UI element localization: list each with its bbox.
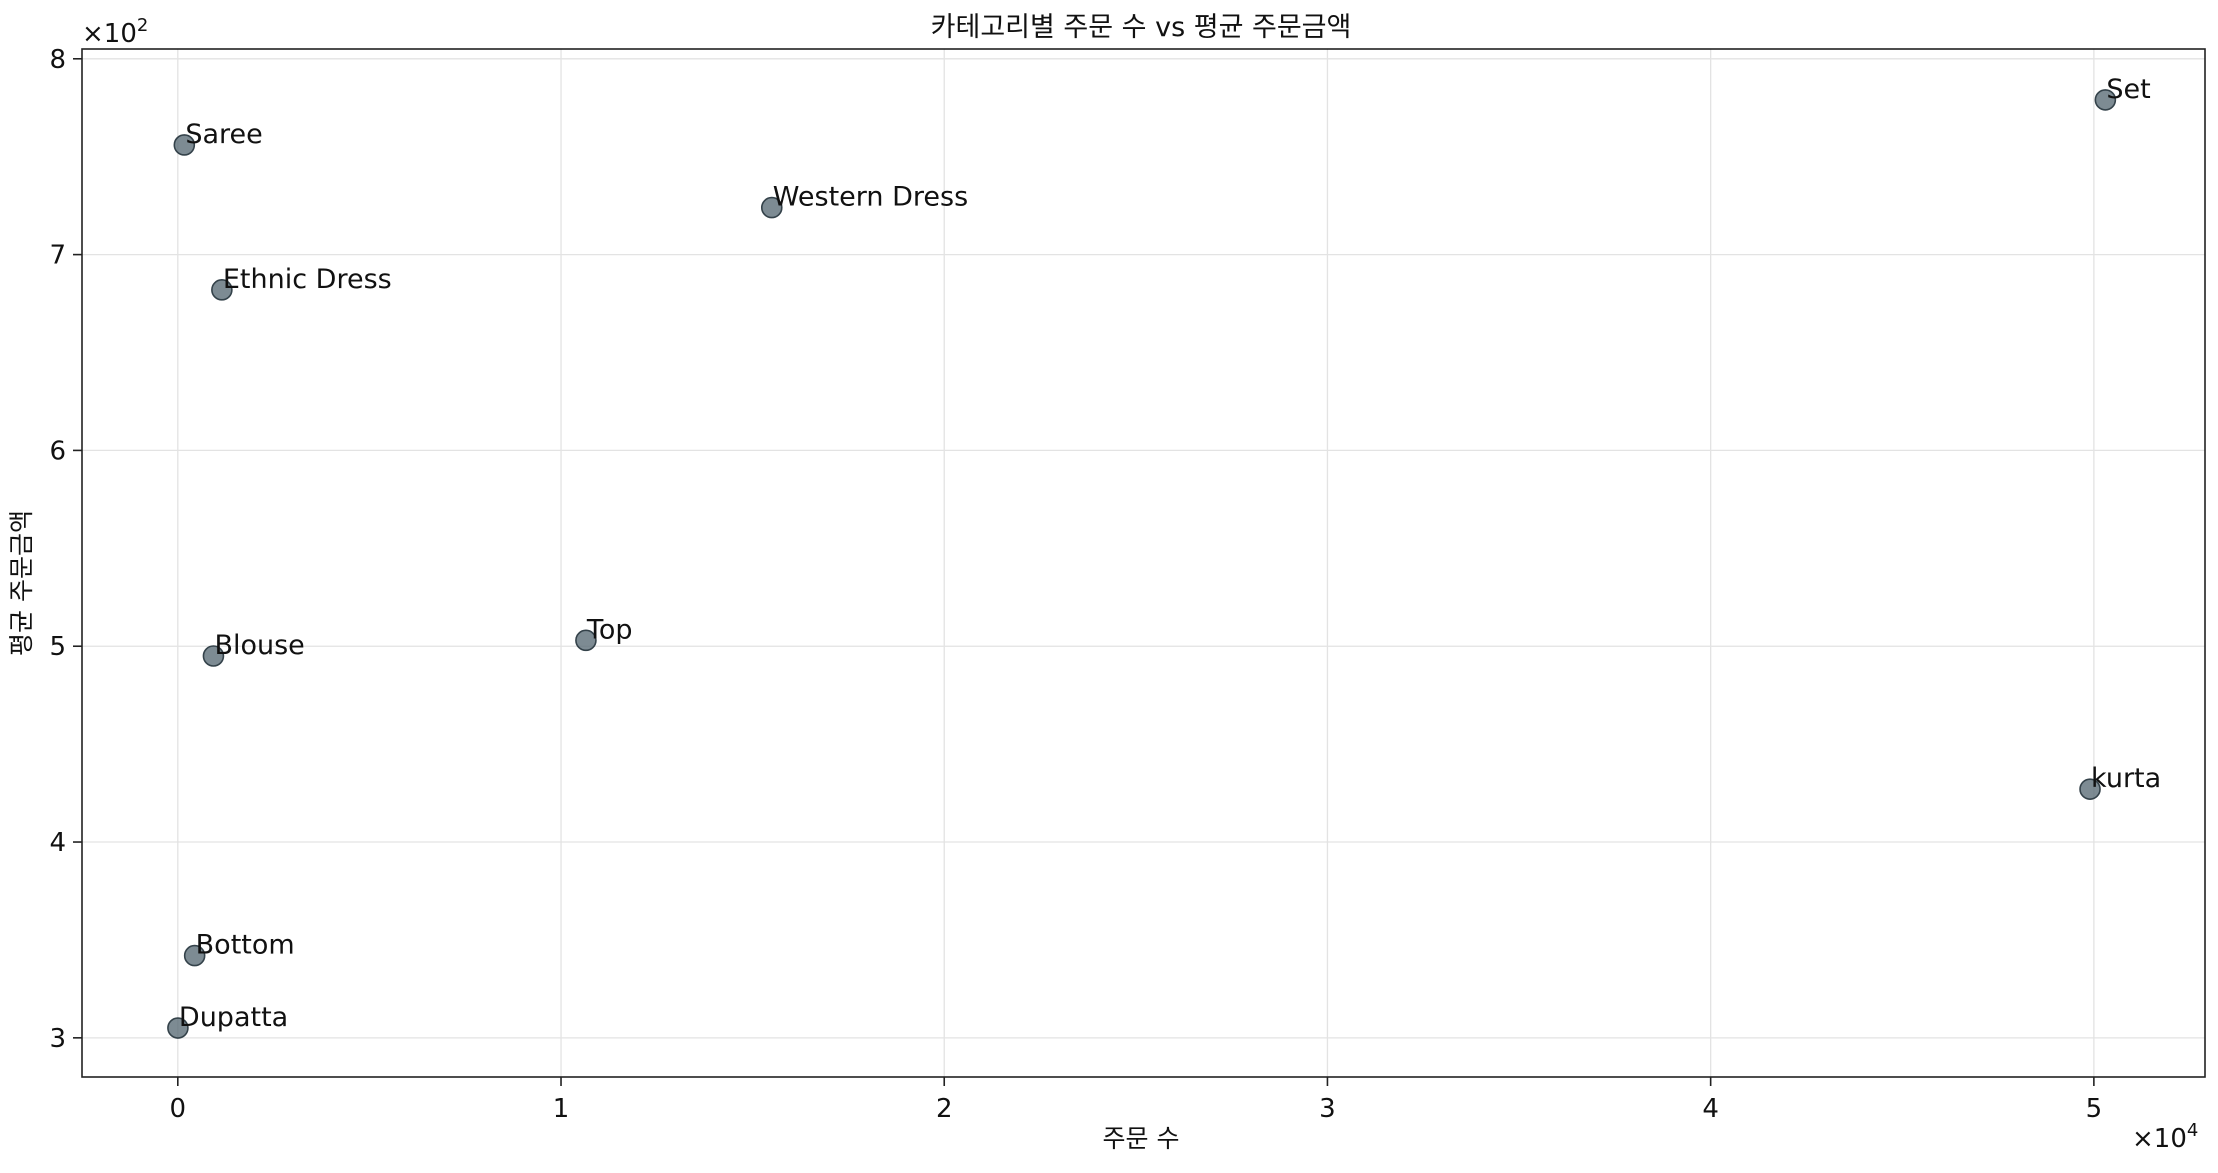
plot-frame: [81, 48, 2206, 1078]
x-tick-label: 0: [170, 1094, 187, 1124]
data-point: [202, 645, 225, 667]
data-point: [183, 944, 206, 967]
y-scale-multiplier: ×102: [82, 15, 148, 49]
grid-layer: [82, 49, 2205, 1077]
point-label: Ethnic Dress: [223, 264, 392, 295]
label-layer: Set Saree Western Dress Ethnic Dress Top Blou…: [179, 74, 2161, 1033]
point-label: Top: [586, 614, 633, 645]
data-point: [575, 629, 597, 652]
x-scale-exponent: 4: [2187, 1120, 2198, 1141]
point-layer: [167, 89, 2117, 1039]
y-tick-label: 3: [49, 1024, 66, 1054]
point-label: Dupatta: [179, 1002, 288, 1033]
point-label: kurta: [2091, 763, 2161, 794]
data-point: [173, 134, 196, 156]
data-point: [167, 1017, 189, 1039]
y-tick-label: 6: [49, 436, 66, 466]
x-axis-label: 주문 수: [1103, 1124, 1180, 1153]
x-tick-label: 2: [936, 1094, 953, 1124]
y-scale-base: ×10: [82, 19, 137, 49]
x-scale-multiplier: ×104: [2132, 1120, 2198, 1154]
x-tick-label: 1: [553, 1094, 570, 1124]
y-scale-exponent: 2: [137, 15, 148, 36]
data-point: [2094, 89, 2117, 111]
data-point: [760, 196, 783, 219]
y-tick-label: 5: [49, 632, 66, 662]
data-point: [2079, 778, 2101, 800]
y-tick-label: 4: [49, 828, 66, 858]
point-label: Bottom: [196, 930, 295, 961]
y-axis-label: 평균 주문금액: [7, 510, 36, 656]
x-tick-label: 5: [2086, 1094, 2103, 1124]
y-tick-label: 8: [49, 45, 66, 75]
point-label: Saree: [185, 119, 262, 150]
data-point: [211, 279, 233, 301]
x-scale-base: ×10: [2132, 1124, 2187, 1154]
point-label: Set: [2106, 74, 2150, 105]
x-tick-label: 4: [1702, 1094, 1719, 1124]
chart-title: 카테고리별 주문 수 vs 평균 주문금액: [931, 12, 1352, 43]
tick-layer: 0 1 2 3 4 5 3 4 5 6 7 8: [49, 45, 2102, 1124]
x-tick-label: 3: [1319, 1094, 1336, 1124]
y-tick-label: 7: [49, 241, 66, 271]
point-label: Blouse: [214, 630, 304, 661]
point-label: Western Dress: [773, 182, 968, 213]
